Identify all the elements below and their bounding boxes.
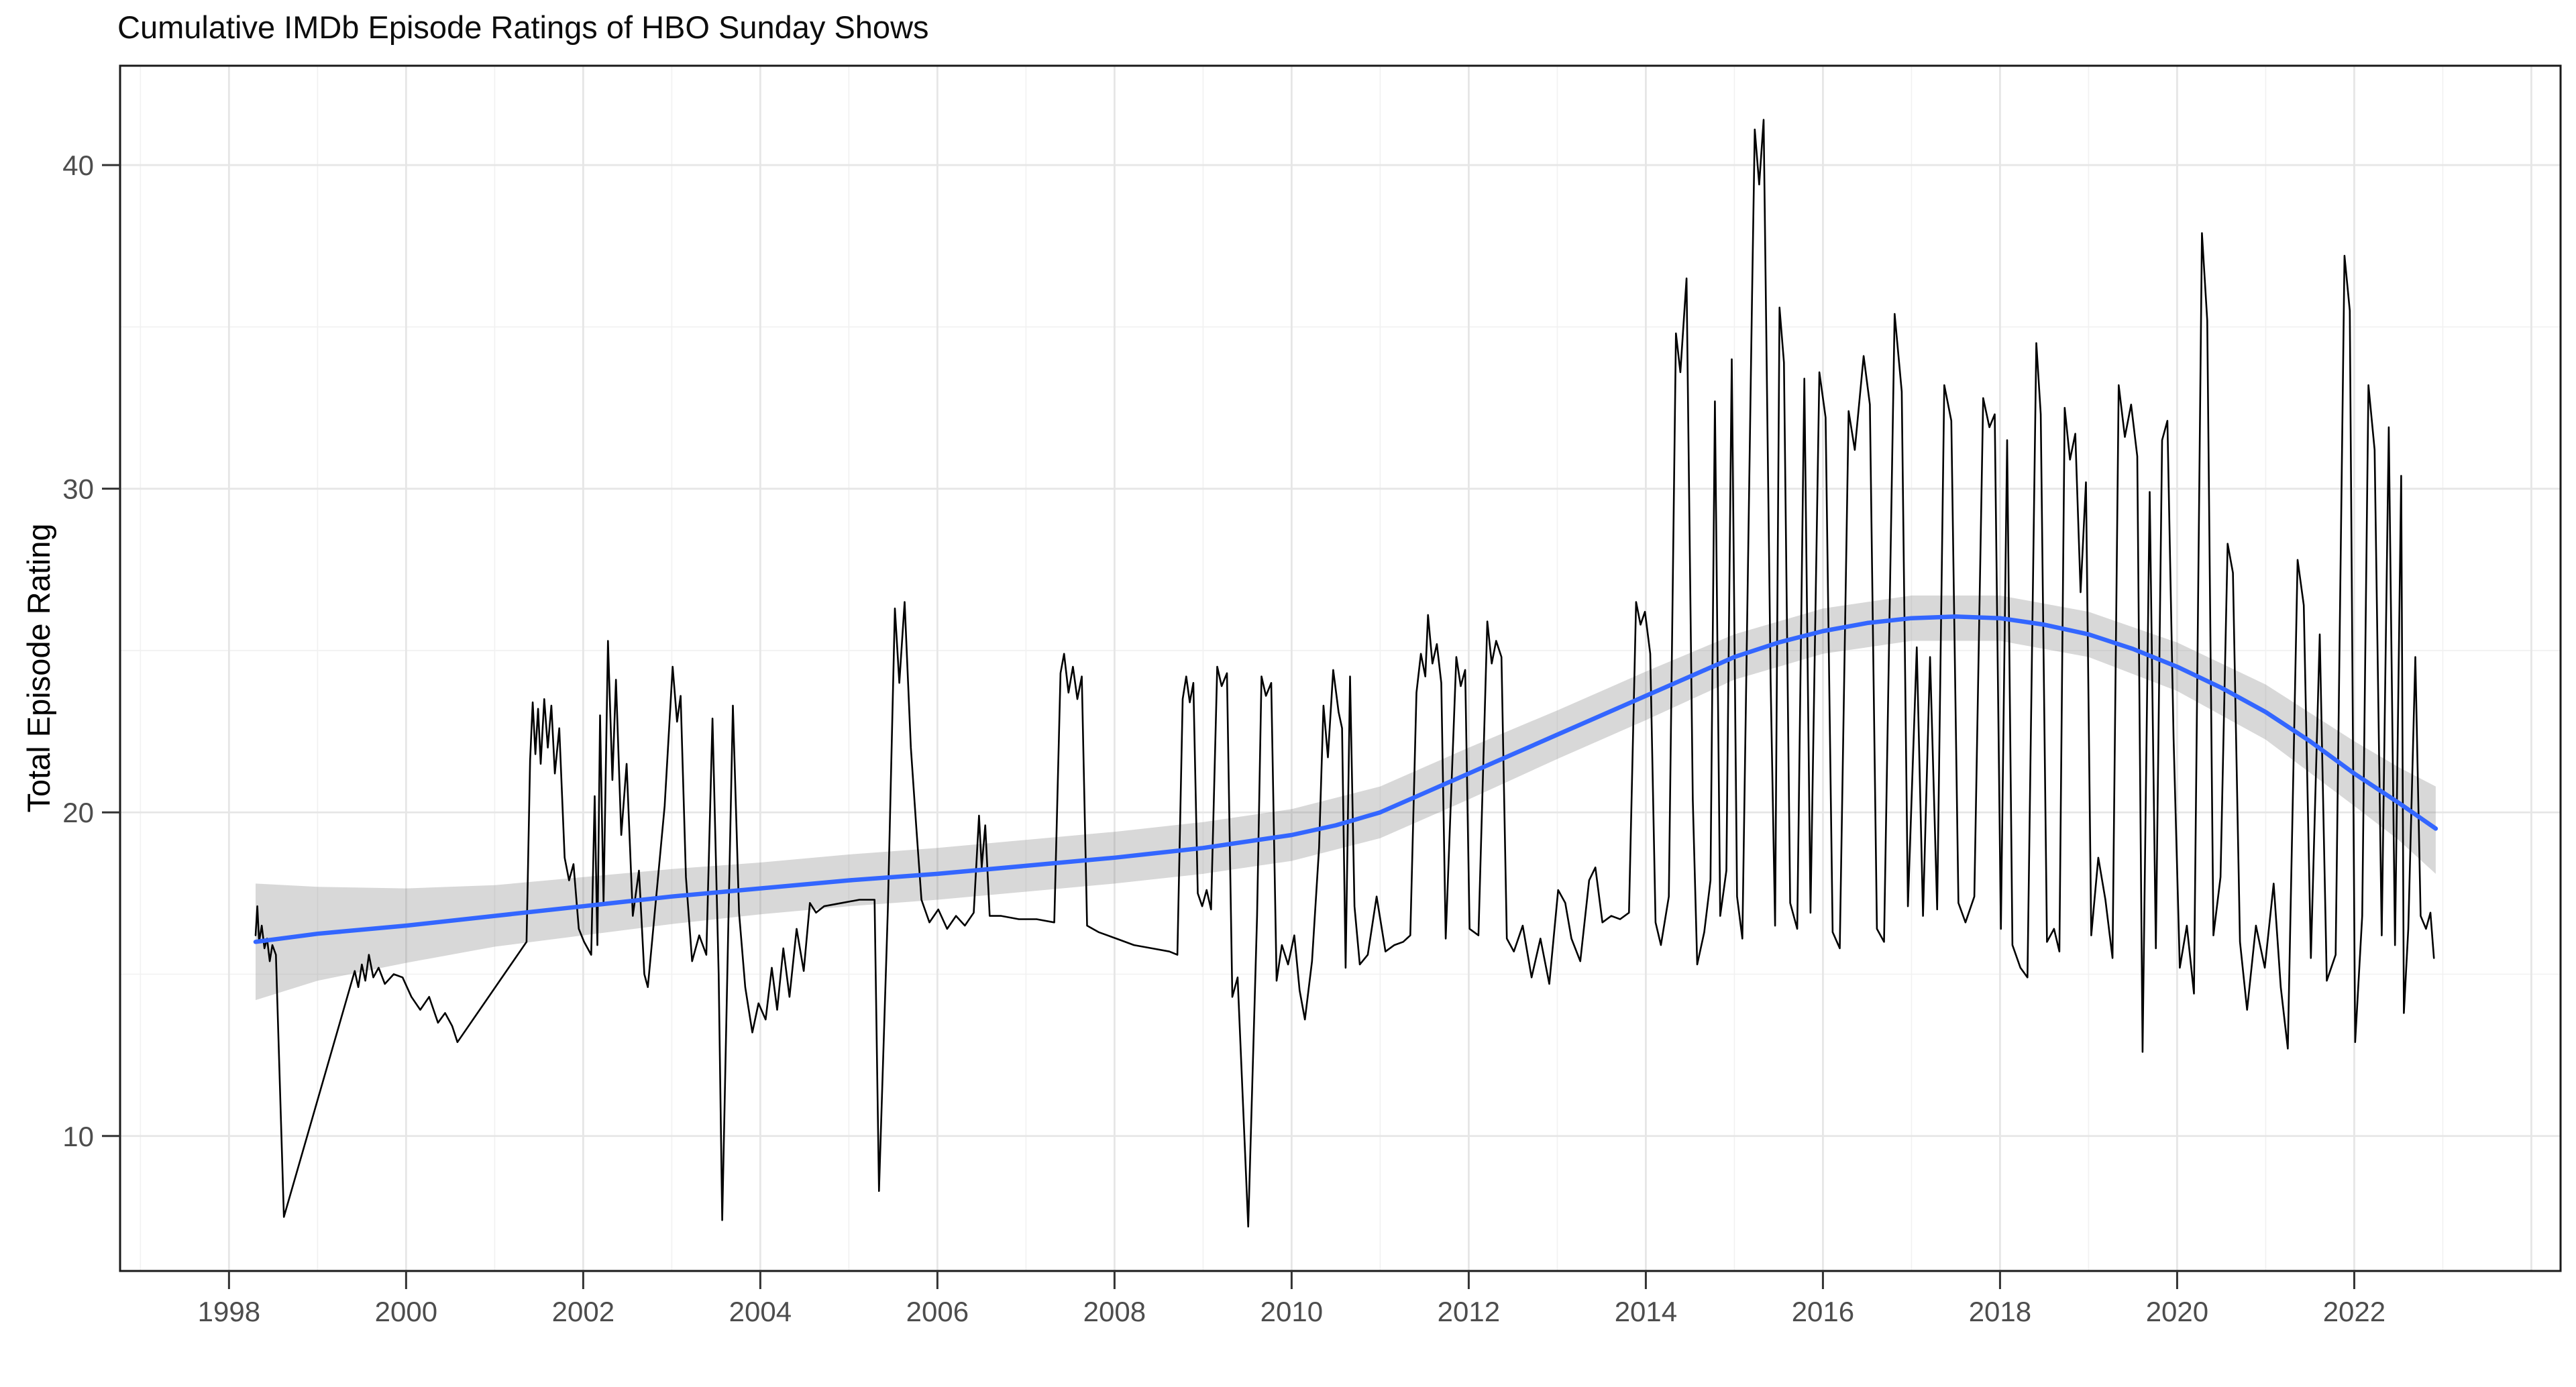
x-tick-label: 2002 <box>552 1296 614 1327</box>
x-tick-label: 2022 <box>2323 1296 2385 1327</box>
x-tick-label: 2020 <box>2146 1296 2208 1327</box>
smooth-confidence-band <box>256 595 2436 1001</box>
x-tick-label: 2012 <box>1438 1296 1500 1327</box>
x-tick-label: 2006 <box>906 1296 969 1327</box>
panel-border <box>119 64 2562 1272</box>
episode-rating-line <box>254 119 2435 1228</box>
x-tick-label: 2008 <box>1083 1296 1146 1327</box>
gridlines-major <box>120 66 2561 1271</box>
y-tick-label: 40 <box>62 150 94 181</box>
y-axis-ticks <box>102 164 120 1138</box>
y-tick-label: 20 <box>62 797 94 828</box>
x-tick-label: 2010 <box>1260 1296 1323 1327</box>
x-tick-label: 2014 <box>1615 1296 1677 1327</box>
x-axis-ticks <box>227 1271 2355 1289</box>
y-axis-title: Total Episode Rating <box>21 523 56 813</box>
x-tick-label: 2016 <box>1792 1296 1854 1327</box>
x-tick-label: 1998 <box>198 1296 260 1327</box>
y-tick-label: 30 <box>62 474 94 505</box>
gridlines-minor <box>120 66 2561 1271</box>
x-axis-tick-labels: 1998 2000 2002 2004 2006 2008 2010 2012 2014 2016… <box>198 1296 2386 1327</box>
y-tick-label: 10 <box>62 1121 94 1152</box>
x-tick-label: 2004 <box>729 1296 792 1327</box>
y-axis-tick-labels: 10 20 30 40 <box>62 150 94 1152</box>
x-tick-label: 2018 <box>1969 1296 2031 1327</box>
chart-title: Cumulative IMDb Episode Ratings of HBO S… <box>117 9 929 45</box>
x-tick-label: 2000 <box>375 1296 437 1327</box>
loess-smooth-line <box>253 614 2438 944</box>
